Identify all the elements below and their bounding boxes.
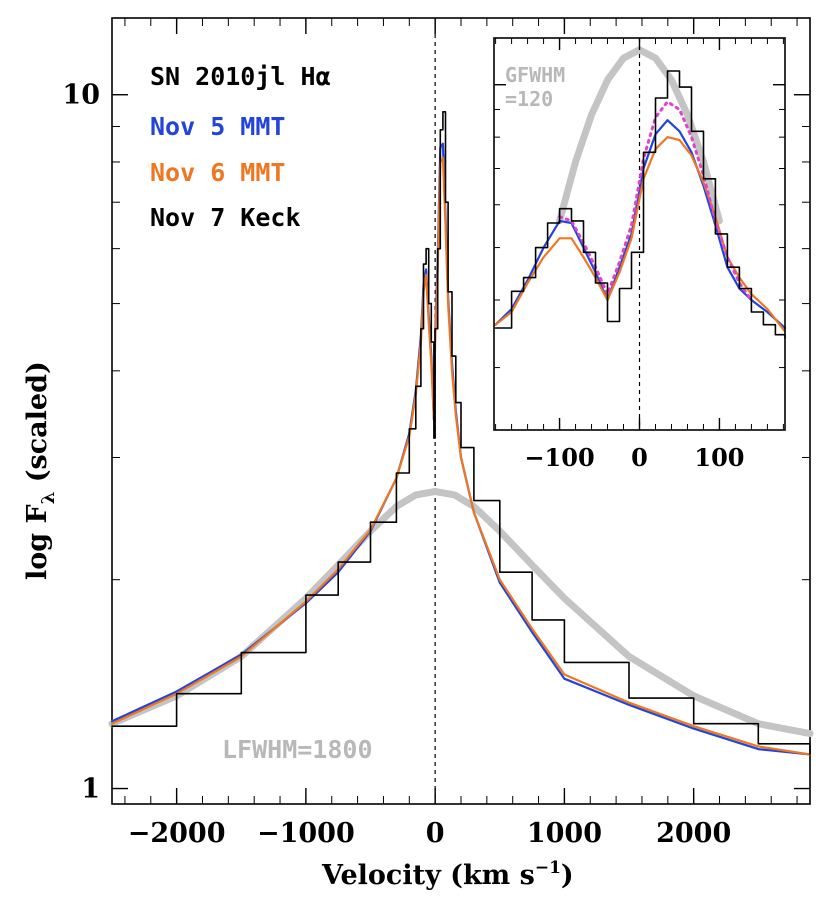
inset-x-tick-label: −100: [524, 443, 594, 472]
inset-plot-layer: −100 0 100: [494, 38, 787, 472]
y-axis-label-main: log F: [22, 504, 53, 580]
annotation-lfwhm: LFWHM=1800: [222, 735, 373, 764]
x-axis-label-close: ): [561, 860, 574, 891]
y-axis-label-suffix: (scaled): [22, 361, 53, 491]
main-series-nov-7-keck: [111, 111, 811, 756]
inset-annotation-gfwhm: GFWHM: [505, 63, 565, 87]
legend-nov6: Nov 6 MMT: [150, 158, 285, 187]
inset-x-tick-label: 0: [631, 443, 648, 472]
inset-series-nov-7-keck: [494, 70, 786, 339]
main-series-lorentzian-fit: [108, 488, 814, 738]
inset-x-tick-label: 100: [694, 443, 744, 472]
legend-title: SN 2010jl Hα: [150, 62, 331, 91]
main-x-tick-label: −1000: [257, 818, 355, 849]
x-axis-label-main: Velocity (km s: [321, 860, 535, 891]
main-x-tick-label: 2000: [656, 818, 731, 849]
main-x-tick-label: −2000: [128, 818, 226, 849]
main-x-tick-label: 0: [426, 818, 445, 849]
x-axis-label-sup: −1: [535, 858, 561, 878]
main-y-tick-label: 10: [62, 80, 100, 111]
inset-series-dotted-profile: [558, 100, 753, 302]
y-axis-label: log Fλ (scaled): [22, 361, 59, 580]
y-axis-label-sub: λ: [38, 492, 59, 505]
legend-nov7: Nov 7 Keck: [150, 203, 301, 232]
inset-annotation-value: =120: [505, 87, 553, 111]
main-y-tick-label: 1: [81, 774, 100, 805]
main-series-nov-6-mmt: [110, 157, 812, 756]
inset-plot-frame: [493, 37, 786, 431]
x-axis-label: Velocity (km s−1): [321, 858, 574, 891]
main-x-tick-label: 1000: [527, 818, 602, 849]
legend-nov5: Nov 5 MMT: [150, 112, 285, 141]
